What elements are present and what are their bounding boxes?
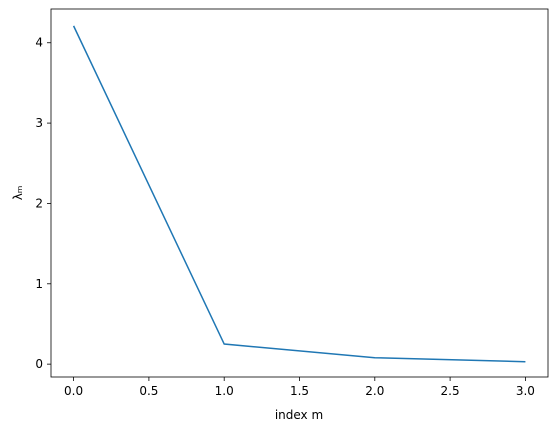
y-tick-label: 3 <box>35 116 43 130</box>
x-tick-label: 2.5 <box>441 384 460 398</box>
x-tick-label: 0.0 <box>64 384 83 398</box>
data-line <box>72 25 526 363</box>
plot-frame <box>50 8 549 378</box>
x-tick-label: 2.0 <box>365 384 384 398</box>
y-axis-label: λₘ <box>11 186 25 201</box>
y-tick-label: 0 <box>35 357 43 371</box>
y-tick-label: 4 <box>35 36 43 50</box>
x-tick-label: 0.5 <box>139 384 158 398</box>
y-tick-label: 2 <box>35 196 43 210</box>
x-axis-label: index m <box>275 408 323 422</box>
x-tick-label: 1.5 <box>290 384 309 398</box>
x-tick-label: 1.0 <box>215 384 234 398</box>
y-tick-label: 1 <box>35 277 43 291</box>
x-tick-label: 3.0 <box>516 384 535 398</box>
